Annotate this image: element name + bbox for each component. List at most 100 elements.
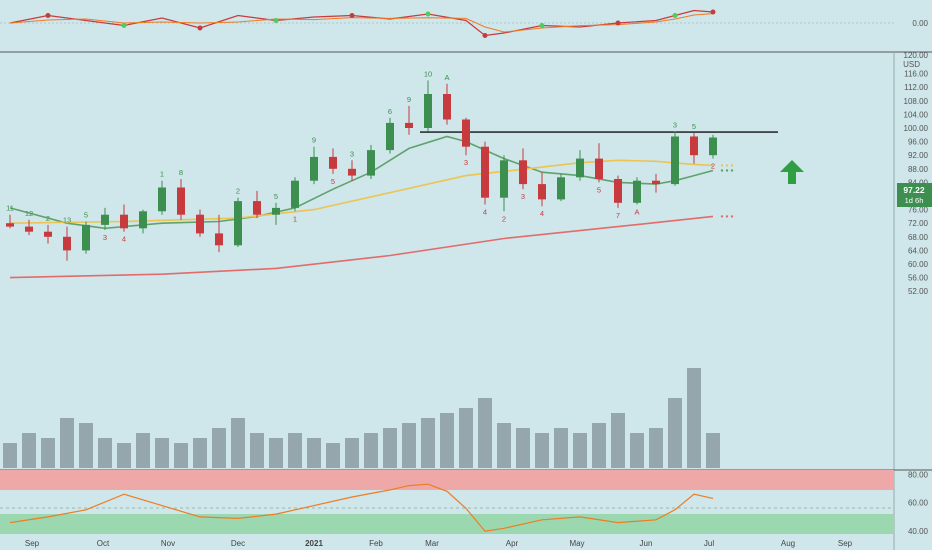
time-axis-label: Jul [704, 539, 714, 548]
volume-bar [174, 443, 188, 468]
count-label: 7 [616, 211, 620, 220]
candle-body [44, 231, 52, 237]
candle-body [405, 122, 413, 128]
oscillator-cross-dot [349, 13, 355, 18]
price-axis-tick: 76.00 [908, 206, 929, 215]
volume-bar [630, 433, 644, 468]
candle-body [310, 156, 318, 181]
moving-average-projection-dot [720, 169, 724, 172]
moving-average-projection-dot [725, 164, 729, 167]
candle-body [519, 160, 527, 185]
price-axis-tick: 108.00 [904, 97, 929, 106]
price-tag [897, 183, 932, 207]
count-label: 2 [46, 214, 50, 223]
volume-bar [193, 438, 207, 468]
candle-body [386, 122, 394, 151]
oscillator-cross-dot [121, 23, 127, 28]
oscillator-cross-dot [425, 11, 431, 17]
volume-bar [326, 443, 340, 468]
time-axis-label: Jun [640, 539, 653, 548]
volume-bar [117, 443, 131, 468]
count-label: 3 [464, 158, 468, 167]
volume-bar [250, 433, 264, 468]
candle-body [120, 214, 128, 229]
count-label: 13 [63, 216, 71, 225]
volume-bar [535, 433, 549, 468]
candle-body [291, 180, 299, 208]
volume-bar [592, 423, 606, 468]
candle-body [538, 184, 546, 200]
count-label: 5 [274, 192, 278, 201]
oscillator-cross-dot [710, 9, 716, 15]
volume-bar [687, 368, 701, 468]
count-label: 2 [711, 162, 715, 171]
volume-bar [554, 428, 568, 468]
candle-body [101, 214, 109, 225]
volume-bar [364, 433, 378, 468]
volume-bar [497, 423, 511, 468]
count-label: 3 [521, 192, 525, 201]
volume-bar [402, 423, 416, 468]
price-axis-tick: 92.00 [908, 151, 929, 160]
candle-body [595, 158, 603, 179]
price-tag-value: 97.22 [903, 185, 925, 195]
candle-body [690, 136, 698, 156]
price-axis-tick: 100.00 [904, 124, 929, 133]
candle-body [367, 150, 375, 176]
oscillator-line [9, 9, 714, 37]
candle-body [614, 179, 622, 203]
volume-bar [459, 408, 473, 468]
count-label: A [634, 208, 639, 217]
count-label: 11 [6, 204, 14, 213]
volume-bar [421, 418, 435, 468]
price-tag-countdown: 1d 6h [905, 196, 924, 205]
count-label: 8 [179, 168, 183, 177]
top-oscillator-panel: 0.00 [0, 9, 929, 38]
candle-body [63, 236, 71, 251]
rsi-upper-band [0, 470, 894, 490]
oscillator-cross-dot [273, 18, 279, 23]
time-axis-label: Aug [781, 539, 795, 548]
moving-average-projection-dot [725, 215, 729, 218]
time-axis-label: Apr [506, 539, 519, 548]
price-axis-tick: 56.00 [908, 274, 929, 283]
moving-average-projection-dot [730, 169, 734, 172]
time-axis-label: May [569, 539, 584, 548]
candle-body [215, 233, 223, 246]
candle-body [424, 94, 432, 128]
count-label: 6 [388, 107, 392, 116]
time-axis-label: 2021 [305, 539, 323, 548]
volume-bar [516, 428, 530, 468]
candle-body [177, 187, 185, 215]
volume-bar [231, 418, 245, 468]
volume-bar [668, 398, 682, 468]
volume-bar [155, 438, 169, 468]
candle-body [500, 160, 508, 198]
candle-body [6, 223, 14, 227]
time-axis: Sep Oct Nov Dec 2021 Feb Mar Apr May Jun Jul Aug Sep [25, 539, 853, 548]
count-label: 5 [597, 185, 601, 194]
price-axis-tick: 68.00 [908, 233, 929, 242]
rsi-line [9, 483, 714, 532]
time-axis-label: Feb [369, 539, 383, 548]
count-label: 9 [312, 136, 316, 145]
count-label: A [444, 73, 449, 82]
count-label: 9 [407, 95, 411, 104]
volume-bar [573, 433, 587, 468]
count-label: 4 [483, 208, 487, 217]
volume-bar [706, 433, 720, 468]
candle-body [671, 136, 679, 185]
oscillator-cross-dot [45, 13, 51, 18]
price-axis-tick: 116.00 [904, 70, 928, 79]
candle-body [253, 201, 261, 215]
volume-bar [212, 428, 226, 468]
rsi-axis-tick: 80.00 [908, 470, 929, 479]
price-axis-tick: 112.00 [904, 83, 928, 92]
count-label: 4 [122, 235, 126, 244]
volume-bar [383, 428, 397, 468]
candle-body [82, 224, 90, 251]
price-axis-unit: USD [903, 60, 920, 69]
time-axis-label: Mar [425, 539, 439, 548]
